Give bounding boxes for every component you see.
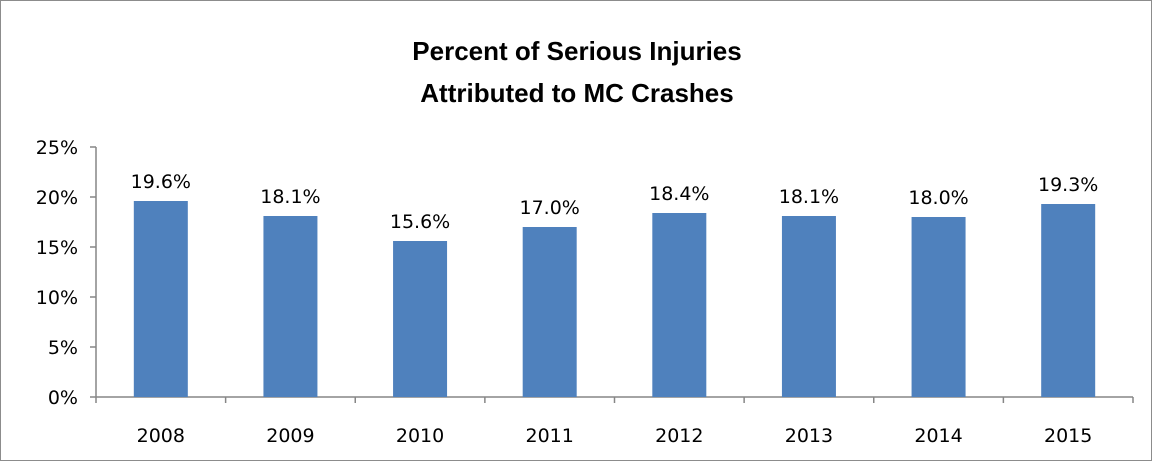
chart-title-line-1: Percent of Serious Injuries — [412, 36, 741, 66]
x-axis: 2008 2009 2010 2011 2012 2013 2014 2015 — [95, 396, 1134, 447]
chart-title-line-2: Attributed to MC Crashes — [420, 78, 733, 108]
y-tick-label: 20% — [36, 187, 78, 209]
data-labels: 19.6% 18.1% 15.6% 17.0% 18.4% 18.1% 18.0% 19.3% — [131, 171, 1099, 233]
x-tick-label-2010: 2010 — [396, 425, 444, 447]
y-tick-label: 15% — [36, 237, 78, 259]
y-tick-label: 10% — [36, 287, 78, 309]
bar-2008 — [133, 201, 188, 397]
y-tick-label: 25% — [36, 137, 78, 159]
x-tick-label-2008: 2008 — [137, 425, 185, 447]
x-tick-label-2015: 2015 — [1044, 425, 1092, 447]
bar-2015 — [1041, 204, 1096, 397]
data-label-2011: 17.0% — [520, 197, 580, 219]
data-label-2014: 18.0% — [908, 187, 968, 209]
data-label-2015: 19.3% — [1038, 174, 1098, 196]
data-label-2012: 18.4% — [649, 183, 709, 205]
x-tick-label-2011: 2011 — [526, 425, 574, 447]
data-label-2013: 18.1% — [779, 186, 839, 208]
x-tick-label-2012: 2012 — [655, 425, 703, 447]
bar-2009 — [263, 216, 318, 397]
y-axis: 0% 5% 10% 15% 20% 25% — [36, 137, 97, 409]
bar-2013 — [781, 216, 836, 397]
y-tick-label: 5% — [48, 337, 78, 359]
x-tick-label-2009: 2009 — [266, 425, 314, 447]
bar-series — [133, 201, 1096, 397]
bar-2012 — [652, 213, 707, 397]
y-tick-label: 0% — [48, 387, 78, 409]
bar-2011 — [522, 227, 577, 397]
data-label-2008: 19.6% — [131, 171, 191, 193]
x-tick-label-2014: 2014 — [914, 425, 962, 447]
x-tick-label-2013: 2013 — [785, 425, 833, 447]
data-label-2009: 18.1% — [260, 186, 320, 208]
bar-2014 — [911, 217, 966, 397]
data-label-2010: 15.6% — [390, 211, 450, 233]
bar-2010 — [393, 241, 448, 397]
